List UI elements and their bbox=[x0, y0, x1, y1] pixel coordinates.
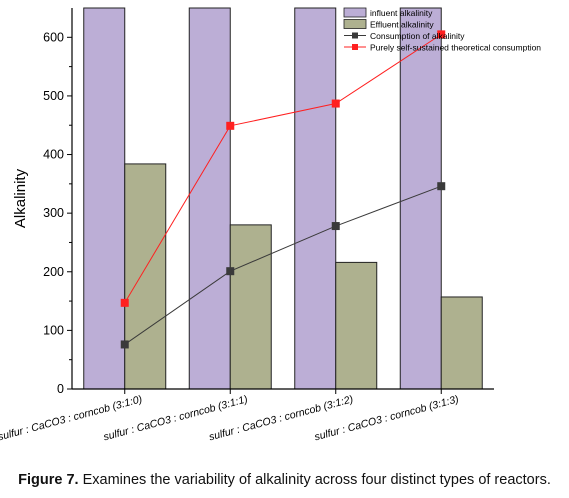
bar-influent-4 bbox=[399, 7, 442, 390]
y-tick-label-100: 100 bbox=[43, 323, 64, 337]
bar-influent-2 bbox=[188, 7, 231, 390]
y-tick-label-500: 500 bbox=[43, 89, 64, 103]
point-theoretical-2 bbox=[226, 121, 235, 130]
y-tick-label-0: 0 bbox=[57, 382, 64, 396]
legend-label-consumption: Consumption of alkalinity bbox=[370, 31, 465, 41]
bars-layer bbox=[83, 7, 483, 390]
legend: influent alkalinity Effluent alkalinityCo… bbox=[343, 7, 541, 53]
legend-swatch-influent bbox=[343, 7, 367, 18]
legend-marker-theoretical bbox=[352, 44, 358, 50]
point-theoretical-4 bbox=[437, 30, 446, 39]
legend-label-effluent: Effluent alkalinity bbox=[370, 20, 434, 30]
y-axis-label: Alkalinity bbox=[12, 168, 29, 228]
figure-caption: Figure 7. Examines the variability of al… bbox=[0, 472, 569, 488]
line-theoretical bbox=[124, 33, 442, 304]
point-consumption-2 bbox=[226, 267, 235, 276]
line-consumption bbox=[124, 185, 442, 345]
bar-effluent-4 bbox=[440, 296, 483, 390]
bar-effluent-3 bbox=[335, 261, 378, 390]
lines-layer bbox=[120, 30, 446, 349]
point-theoretical-3 bbox=[331, 99, 340, 108]
y-tick-label-600: 600 bbox=[43, 30, 64, 44]
point-theoretical-1 bbox=[120, 298, 129, 307]
y-tick-label-300: 300 bbox=[43, 206, 64, 220]
point-consumption-3 bbox=[331, 222, 340, 231]
y-tick-label-200: 200 bbox=[43, 265, 64, 279]
bar-effluent-1 bbox=[124, 163, 167, 390]
legend-swatch-effluent bbox=[343, 19, 367, 29]
bar-effluent-2 bbox=[229, 224, 272, 390]
point-consumption-4 bbox=[437, 182, 446, 191]
point-consumption-1 bbox=[120, 340, 129, 349]
y-tick-label-400: 400 bbox=[43, 148, 64, 162]
figure-caption-label: Figure 7. bbox=[18, 472, 79, 488]
figure-caption-text: Examines the variability of alkalinity a… bbox=[78, 472, 551, 488]
bar-influent-3 bbox=[294, 7, 337, 390]
legend-marker-consumption bbox=[352, 32, 358, 39]
legend-label-influent: influent alkalinity bbox=[370, 8, 433, 18]
legend-label-theoretical: Purely self-sustained theoretical consum… bbox=[370, 43, 541, 53]
bar-influent-1 bbox=[83, 7, 126, 390]
